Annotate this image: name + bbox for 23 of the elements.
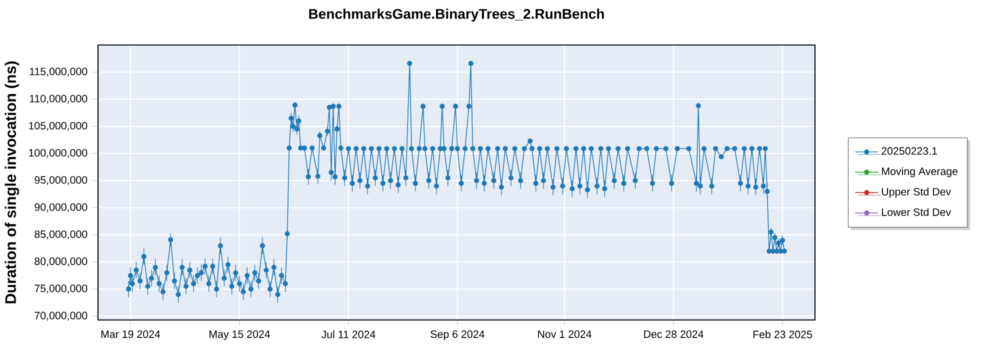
y-tick-label: 115,000,000 [30,68,88,77]
chart-title: BenchmarksGame.BinaryTrees_2.RunBench [309,8,604,22]
legend-label: Upper Std Dev [882,188,952,198]
legend-label: Moving Average [882,167,958,178]
x-tick-label: Feb 23 2025 [753,330,812,338]
x-tick-label: Nov 1 2024 [538,330,592,338]
y-tick-label: 95,000,000 [34,176,88,186]
y-tick-label: 110,000,000 [30,94,88,104]
y-tick-label: 70,000,000 [34,312,88,321]
legend-label: Lower Std Dev [882,208,952,216]
x-tick-label: Dec 28 2024 [644,330,704,338]
x-tick-label: Jul 11 2024 [321,330,376,338]
y-tick-label: 105,000,000 [29,122,88,131]
y-tick-label: 90,000,000 [34,203,88,212]
y-tick-label: 85,000,000 [34,230,88,240]
x-tick-label: Sep 6 2024 [430,330,484,340]
y-tick-label: 80,000,000 [34,258,88,266]
y-tick-label: 75,000,000 [34,284,88,294]
legend-label: 20250223.1 [882,147,937,155]
y-tick-label: 100,000,000 [29,149,88,158]
x-tick-label: Mar 19 2024 [101,330,160,338]
y-axis-title: Duration of single invocation (ns) [4,61,20,304]
x-tick-label: May 15 2024 [210,330,270,340]
